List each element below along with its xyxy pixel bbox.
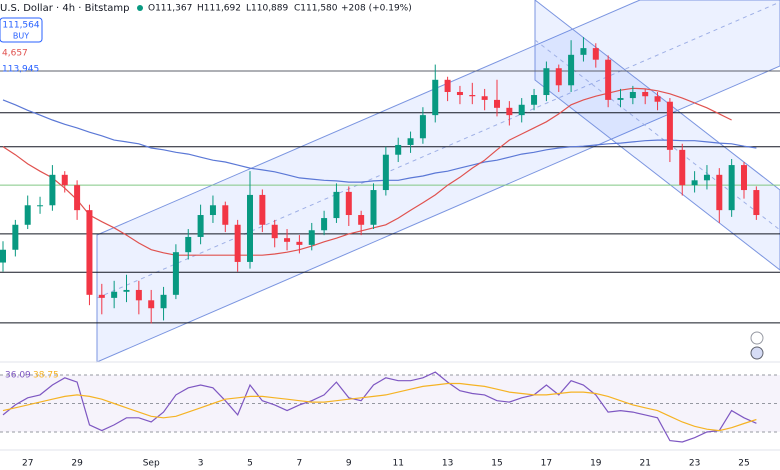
candle-body — [592, 48, 599, 60]
x-tick-label: 25 — [738, 459, 749, 469]
candle-body — [185, 236, 192, 253]
ohlc-close: C111,580 — [294, 4, 338, 14]
x-tick-label: 7 — [297, 459, 303, 469]
candle-body — [716, 174, 723, 211]
candle-body — [407, 138, 414, 145]
candle-body — [543, 68, 550, 96]
candle-body — [123, 289, 130, 292]
candle-body — [419, 115, 426, 139]
candle-body — [86, 210, 93, 295]
x-tick-label: Sep — [143, 459, 160, 469]
candle-body — [444, 79, 451, 92]
x-tick-label: 13 — [442, 459, 453, 469]
candle-body — [24, 205, 31, 225]
candle-body — [555, 68, 562, 86]
indicator-line — [2, 371, 757, 443]
candle-body — [691, 180, 698, 186]
candle-body — [12, 224, 19, 250]
candle-body — [296, 241, 303, 245]
candle-body — [432, 79, 439, 116]
x-tick-label: 21 — [639, 459, 650, 469]
candle-body — [518, 104, 525, 116]
event-icon[interactable] — [750, 346, 764, 360]
candle-body — [358, 215, 365, 225]
x-tick-label: 11 — [392, 459, 403, 469]
rsi-value: 36.09 — [5, 371, 31, 381]
candle-body — [703, 174, 710, 181]
candle-body — [395, 144, 402, 155]
candle-body — [469, 95, 476, 97]
candle-body — [494, 99, 500, 108]
candle-body — [481, 96, 488, 100]
candle-body — [197, 215, 204, 237]
x-tick-label: 23 — [689, 459, 700, 469]
candle-body — [271, 224, 278, 239]
candle-body — [160, 294, 167, 309]
candle-body — [135, 289, 142, 301]
indicator-value: 4,657 — [2, 49, 28, 59]
candle-body — [209, 205, 216, 216]
candle-body — [284, 238, 291, 242]
x-tick-label: 9 — [346, 459, 352, 469]
status-dot — [137, 5, 143, 11]
candle-body — [111, 291, 118, 298]
x-tick-label: 29 — [71, 459, 83, 469]
level-label: 113,945 — [2, 64, 39, 74]
x-tick-label: 19 — [590, 459, 602, 469]
candle-body — [49, 174, 56, 206]
candle-body — [321, 218, 328, 231]
x-tick-label: 3 — [198, 459, 204, 469]
buy-label[interactable]: BUY — [13, 32, 29, 41]
marks: 113,945 27 29 Sep 3 5 7 9 11 13 15 17 19 21 23 25 — [0, 37, 780, 469]
ohlc-open: O111,367 — [148, 4, 192, 14]
x-tick-label: 27 — [22, 459, 33, 469]
candle-body — [605, 59, 612, 100]
candle-body — [308, 230, 315, 245]
candle-body — [74, 185, 81, 211]
candle-body — [98, 294, 105, 298]
event-icon[interactable] — [750, 331, 764, 345]
candle-body — [456, 91, 463, 96]
candle-body — [61, 174, 68, 186]
candle-body — [753, 190, 760, 216]
symbol: U.S. Dollar · 4h · Bitstamp — [0, 3, 130, 14]
change: +208 (+0.19%) — [341, 4, 412, 14]
x-tick-label: 17 — [541, 459, 552, 469]
x-tick-label: 5 — [247, 459, 253, 469]
candle-body — [654, 96, 661, 102]
candle-body — [259, 194, 266, 225]
candle-body — [37, 205, 44, 207]
buy-price[interactable]: 111,564 — [2, 21, 39, 31]
candle-body — [629, 91, 636, 99]
candle-body — [247, 194, 253, 262]
candle-body — [568, 54, 575, 86]
candle-body — [506, 107, 513, 116]
candle-body — [234, 224, 241, 262]
candle-body — [0, 249, 6, 263]
candle-body — [345, 191, 352, 216]
candle-body — [222, 205, 229, 225]
candle-body — [642, 91, 649, 97]
rsi-ma-value: 38.75 — [33, 371, 59, 381]
x-tick-label: 15 — [491, 459, 502, 469]
candle-body — [617, 98, 624, 100]
buy-button[interactable] — [0, 17, 43, 43]
candle-body — [333, 191, 340, 219]
channel-midline — [534, 39, 780, 231]
candle-body — [370, 190, 377, 225]
candle-body — [666, 101, 673, 150]
ohlc-low: L110,889 — [246, 4, 289, 14]
candle-body — [172, 252, 179, 295]
candle-body — [148, 300, 155, 309]
candle-body — [679, 149, 686, 186]
candle-body — [382, 154, 389, 191]
candle-body — [531, 95, 538, 105]
candle-body — [580, 48, 587, 55]
candle-body — [728, 165, 735, 211]
indicator-line — [2, 382, 757, 432]
candle-body — [741, 165, 747, 191]
ohlc-high: H111,692 — [197, 4, 241, 14]
indicator-line — [2, 99, 757, 183]
